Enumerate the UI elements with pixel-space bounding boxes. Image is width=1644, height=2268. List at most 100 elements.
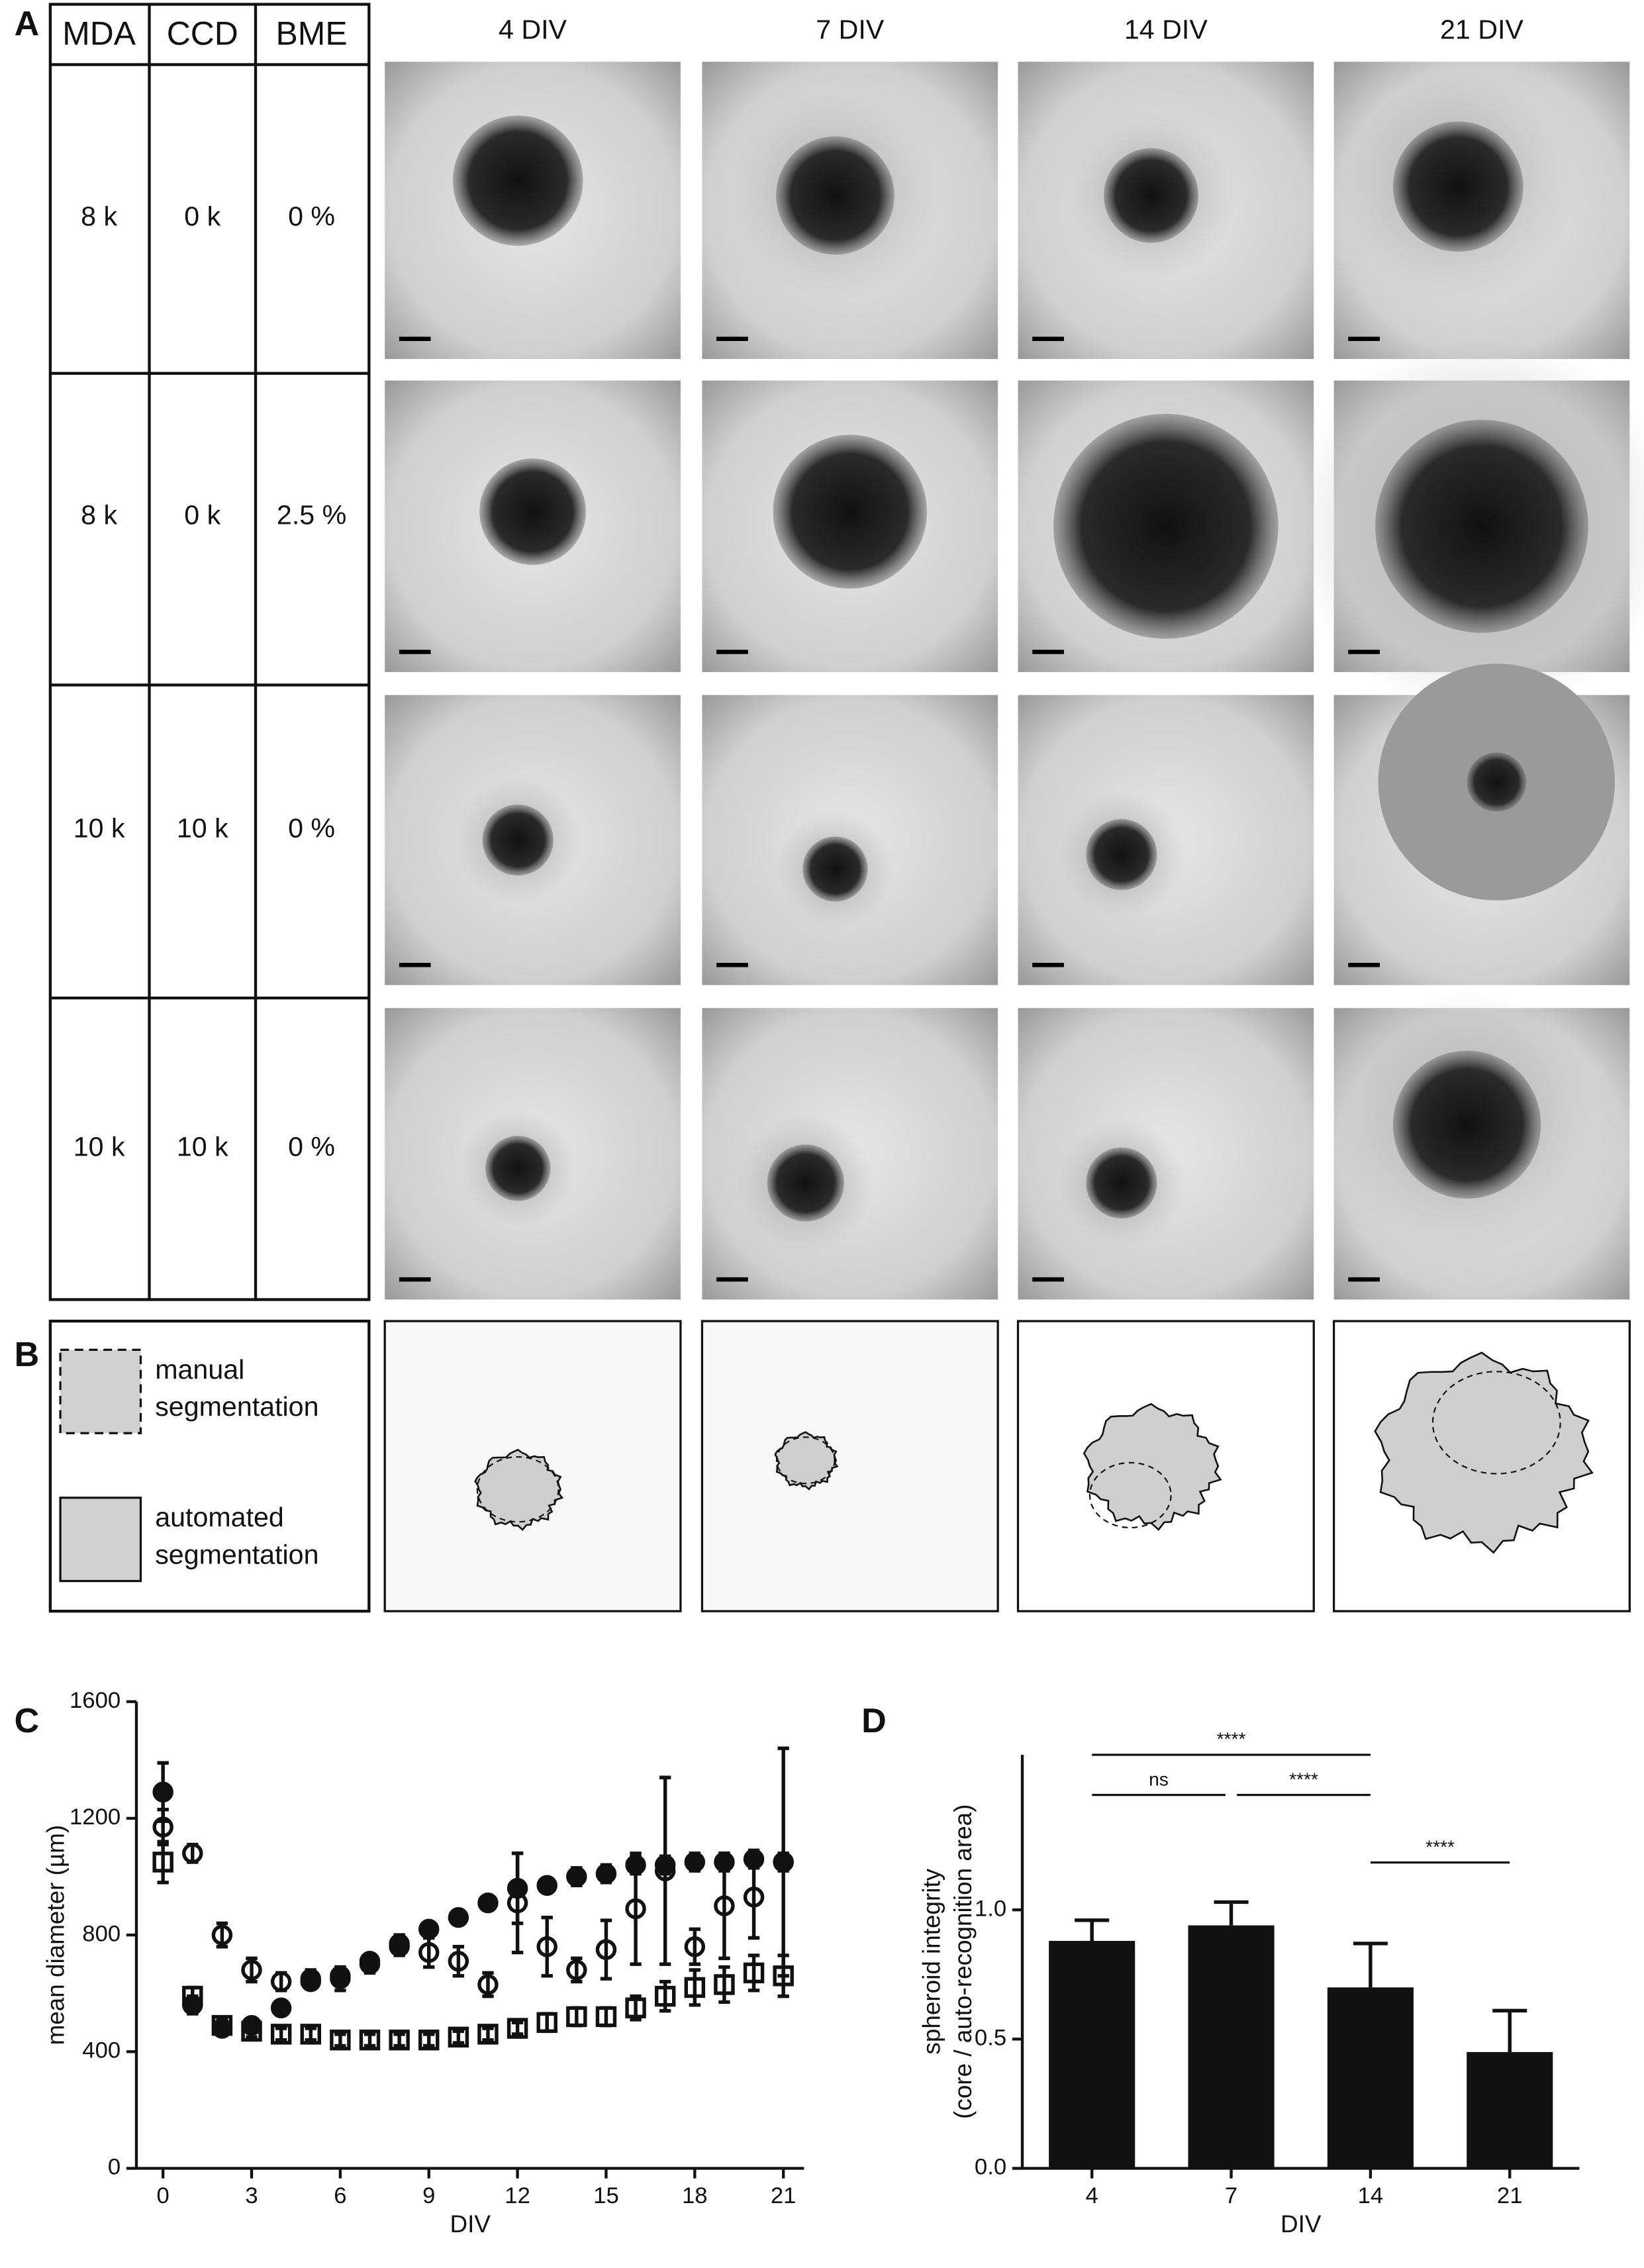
- panel-label: A: [15, 5, 40, 43]
- error-bar: [275, 2026, 287, 2042]
- data-point: [448, 2026, 469, 2048]
- error-bar: [1214, 1900, 1249, 1926]
- data-point: [477, 2024, 499, 2045]
- data-point: [418, 2029, 440, 2051]
- data-point: [477, 1892, 499, 1914]
- table-cell: 2.5 %: [277, 500, 346, 530]
- data-point: [625, 1997, 646, 2018]
- x-tick-label: 21: [1497, 2183, 1523, 2208]
- data-point: [477, 1974, 499, 1995]
- data-point: [241, 1959, 262, 1981]
- manual-segmentation: [775, 1436, 836, 1485]
- x-tick-label: 6: [334, 2183, 346, 2208]
- spheroid: [776, 136, 895, 255]
- y-axis-label: (core / auto-recognition area): [949, 1804, 977, 2119]
- error-bar: [1075, 1918, 1110, 1942]
- data-point: [595, 2006, 617, 2028]
- data-point: [595, 1939, 617, 1960]
- error-bar: [630, 1851, 642, 1966]
- data-point: [507, 2018, 528, 2039]
- error-bar: [246, 2023, 258, 2039]
- y-tick-label: 0.0: [975, 2155, 1006, 2180]
- legend-box: [48, 1319, 371, 1613]
- error-bar: [452, 2029, 465, 2045]
- micrograph: [702, 62, 998, 360]
- error-bar: [748, 1953, 760, 1993]
- automated-segmentation: [1374, 1352, 1594, 1554]
- spheroid: [802, 836, 868, 902]
- spheroid: [482, 804, 554, 876]
- table-cell: 0 k: [184, 201, 220, 232]
- spheroid: [1104, 148, 1199, 243]
- micrograph: [1018, 62, 1314, 360]
- spheroid: [1086, 1147, 1157, 1219]
- spheroid: [1053, 414, 1279, 639]
- data-point: [507, 1892, 528, 1914]
- table-header: CCD: [167, 15, 238, 52]
- table-cell: 10 k: [177, 813, 228, 843]
- data-point: [389, 1936, 410, 1957]
- legend-text: automated: [155, 1502, 284, 1532]
- data-point: [566, 1959, 587, 1981]
- data-point: [241, 2020, 262, 2042]
- error-bar: [393, 2032, 405, 2048]
- data-point: [536, 2012, 557, 2033]
- table-cell: 10 k: [73, 1132, 125, 1162]
- table-cell: 10 k: [73, 813, 125, 843]
- table-cell: 8 k: [81, 201, 117, 232]
- significance-label: ****: [1289, 1768, 1318, 1789]
- data-point: [625, 1898, 646, 1920]
- x-tick-label: 4: [1086, 2183, 1098, 2208]
- bar: [1467, 2051, 1553, 2169]
- error-bar: [777, 1953, 789, 1998]
- legend-text: manual: [155, 1354, 244, 1385]
- data-point: [684, 1851, 706, 1873]
- panel-label: C: [15, 1702, 40, 1740]
- data-point: [418, 1918, 440, 1940]
- data-point: [270, 2024, 292, 2045]
- data-point: [211, 2014, 233, 2036]
- table-cell: 0 k: [184, 500, 220, 530]
- x-tick-label: 12: [505, 2183, 530, 2208]
- x-tick-label: 0: [157, 2183, 169, 2208]
- manual-segmentation: [1088, 1461, 1172, 1529]
- error-bar: [157, 1808, 169, 1847]
- automated-segmentation: [474, 1448, 564, 1532]
- automated-segmentation: [774, 1431, 839, 1491]
- segmentation-frame: [701, 1320, 999, 1612]
- data-point: [300, 1968, 321, 1989]
- error-bar: [689, 1927, 701, 1966]
- micrograph: [1333, 991, 1630, 1300]
- panel-label: B: [15, 1336, 40, 1374]
- error-bar: [1492, 2008, 1527, 2052]
- significance-label: ****: [1217, 1728, 1246, 1750]
- data-point: [270, 1997, 292, 2018]
- data-point: [152, 1816, 173, 1838]
- data-point: [714, 1895, 735, 1916]
- column-title: 4 DIV: [499, 15, 567, 45]
- manual-segmentation: [476, 1455, 559, 1523]
- micrograph: [1018, 1008, 1314, 1300]
- data-point: [773, 1965, 794, 1987]
- error-bar: [423, 2032, 435, 2048]
- y-tick-label: 400: [82, 2038, 121, 2063]
- x-tick-label: 3: [245, 2183, 258, 2208]
- data-point: [152, 1851, 173, 1873]
- spheroid: [767, 1144, 844, 1222]
- error-bar: [157, 1840, 169, 1885]
- y-axis-label: mean diameter (µm): [42, 1825, 69, 2046]
- y-tick-label: 0: [108, 2155, 121, 2180]
- micrograph: [385, 695, 681, 985]
- table-header: MDA: [62, 15, 136, 52]
- data-point: [448, 1951, 469, 1972]
- data-point: [448, 1906, 469, 1928]
- micrograph: [1290, 334, 1644, 718]
- data-point: [182, 1985, 203, 2007]
- spheroid: [1467, 752, 1526, 812]
- data-point: [773, 1851, 794, 1873]
- spheroid: [452, 115, 583, 246]
- spheroid: [773, 434, 927, 589]
- x-tick-label: 18: [682, 2183, 708, 2208]
